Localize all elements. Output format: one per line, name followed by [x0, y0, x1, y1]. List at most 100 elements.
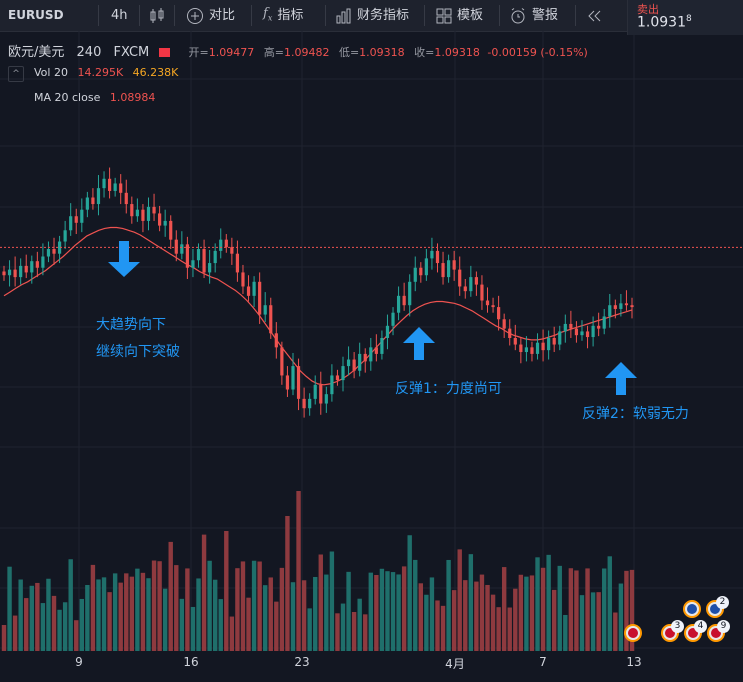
volume-bar	[401, 566, 407, 651]
volume-bar	[62, 602, 68, 651]
volume-bar	[46, 578, 51, 651]
volume-bar	[374, 574, 379, 651]
divider	[174, 5, 175, 26]
candle-body	[291, 366, 295, 390]
rewind-icon	[588, 10, 601, 21]
us-flag-icon	[628, 628, 638, 638]
eu-event-marker[interactable]: 2	[706, 596, 729, 618]
candle-body	[46, 249, 51, 257]
indicators-label: 指标	[277, 8, 304, 23]
alarm-clock-icon	[511, 7, 525, 23]
candle-body	[524, 347, 529, 353]
volume-bar	[407, 535, 412, 651]
sell-button[interactable]: 卖出 1.09318	[627, 0, 743, 35]
candle-body	[497, 307, 501, 320]
us-flag-icon	[711, 628, 721, 638]
collapse-toggle[interactable]: ^	[8, 66, 24, 82]
close-label: 收=	[414, 46, 435, 59]
rewind-button[interactable]	[585, 0, 603, 31]
templates-button[interactable]: 模板	[436, 0, 483, 31]
high-label: 高=	[263, 46, 284, 59]
symbol-search[interactable]: EURUSD	[8, 0, 64, 31]
candle-body	[246, 286, 251, 296]
compare-button[interactable]: 对比	[186, 0, 235, 31]
plus-circle-icon	[187, 7, 203, 24]
candle-body	[85, 197, 89, 210]
financials-button[interactable]: 财务指标	[336, 0, 409, 31]
candle-body	[508, 328, 512, 338]
volume-bar	[596, 592, 601, 651]
candle-body	[30, 261, 34, 273]
interval-label: 4h	[111, 8, 128, 23]
price-chart[interactable]	[0, 31, 743, 682]
chart-type-button[interactable]	[148, 0, 166, 31]
volume-bar	[246, 597, 251, 651]
indicators-button[interactable]: fx 指标	[263, 0, 303, 31]
volume-bar	[85, 584, 90, 651]
eu-event-marker[interactable]	[683, 600, 701, 618]
close-value: 1.09318	[434, 46, 480, 59]
volume-bar	[574, 570, 579, 651]
volume-bar	[607, 556, 612, 651]
candle-body	[185, 244, 189, 268]
volume-bar	[235, 568, 240, 651]
candle-body	[346, 359, 351, 367]
us-event-marker[interactable]	[624, 624, 642, 642]
volume-bar	[507, 607, 512, 651]
volume-bar	[518, 574, 524, 651]
us-event-marker[interactable]: 4	[684, 620, 707, 642]
x-tick: 7	[539, 655, 547, 669]
volume-bar	[174, 565, 179, 651]
candle-body	[330, 375, 334, 395]
candle-body	[380, 337, 384, 354]
volume-bar	[7, 566, 12, 651]
candle-body	[435, 250, 440, 264]
candle-body	[80, 209, 84, 223]
volume-ma-value: 46.238K	[132, 66, 179, 79]
volume-bar	[485, 584, 490, 651]
volume-bar	[524, 576, 529, 651]
volume-bar	[301, 580, 307, 651]
candle-body	[569, 323, 573, 329]
volume-bar	[613, 612, 618, 651]
candle-body	[552, 337, 556, 345]
volume-bar	[162, 588, 168, 651]
x-tick: 4月	[445, 657, 465, 671]
volume-bar	[196, 578, 201, 651]
candle-body	[69, 216, 73, 231]
candle-body	[274, 333, 278, 348]
legend-interval: 240	[76, 45, 102, 60]
sell-label: 卖出	[637, 3, 659, 16]
candle-body	[219, 239, 223, 251]
us-event-marker[interactable]: 3	[661, 620, 684, 642]
volume-bar	[118, 582, 123, 651]
volume-bar	[74, 620, 79, 651]
volume-bar	[90, 564, 96, 651]
candle-body	[413, 267, 417, 282]
us-flag-icon	[665, 628, 675, 638]
open-label: 开=	[188, 46, 209, 59]
candle-body	[580, 331, 584, 336]
volume-bar	[24, 598, 29, 651]
volume-bar	[29, 585, 34, 651]
alert-button[interactable]: 警报	[509, 0, 558, 31]
interval-button[interactable]: 4h	[111, 0, 128, 31]
high-value: 1.09482	[283, 46, 330, 59]
volume-bar	[12, 615, 18, 651]
candle-body	[135, 209, 139, 217]
annotation-trend: 大趋势向下	[96, 317, 166, 333]
event-count: 2	[716, 596, 729, 609]
candle-body	[547, 337, 551, 351]
candle-body	[391, 312, 395, 326]
volume-bar	[201, 534, 207, 651]
candle-body	[419, 267, 423, 276]
candle-body	[513, 337, 517, 345]
candle-body	[424, 258, 428, 276]
us-event-marker[interactable]: 9	[707, 620, 730, 642]
candle-body	[180, 244, 184, 254]
volume-bar	[479, 574, 485, 651]
candle-body	[613, 305, 617, 309]
volume-bar	[263, 585, 268, 651]
volume-bar	[563, 614, 568, 651]
volume-bar	[440, 605, 446, 651]
